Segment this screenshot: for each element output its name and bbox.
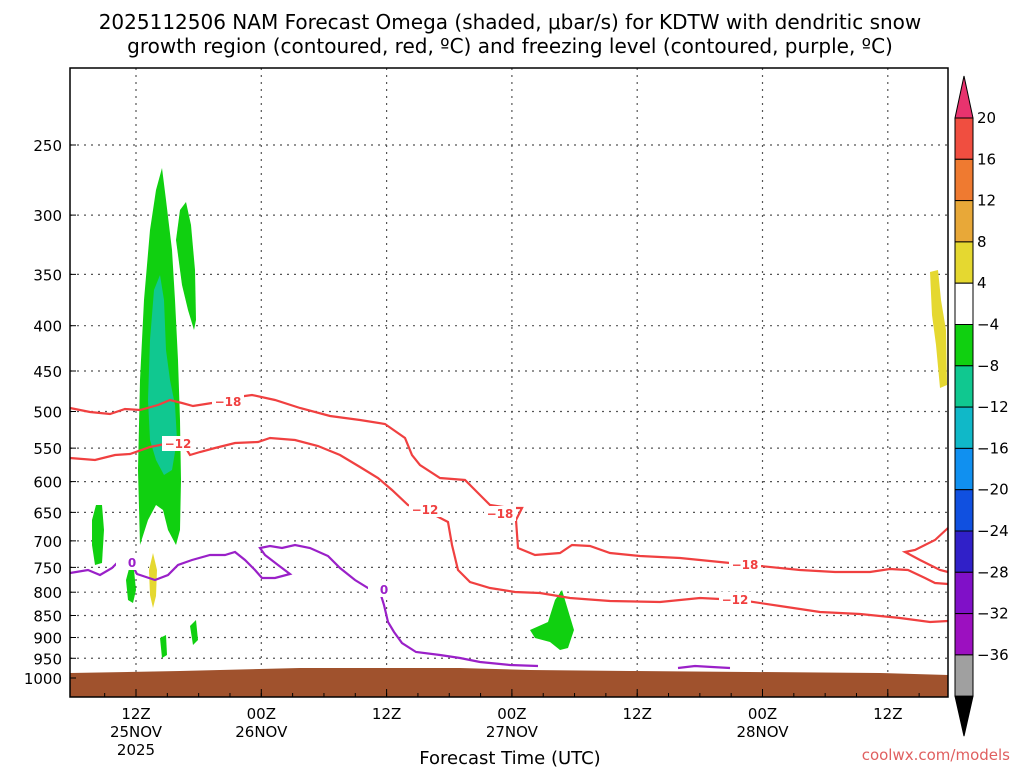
contour-label-bg xyxy=(409,502,441,517)
x-tick-date: 28NOV xyxy=(736,723,789,741)
freezing-contours xyxy=(69,543,731,670)
contour-zero-main xyxy=(69,543,539,668)
y-tick-label: 350 xyxy=(33,266,62,284)
contour-label-bg xyxy=(729,557,761,572)
contour-label-bg xyxy=(719,592,751,607)
omega-region-neg4-small1 xyxy=(92,505,104,565)
x-tick-time: 00Z xyxy=(748,705,777,723)
contour-label-bg xyxy=(162,436,194,451)
x-tick-time: 12Z xyxy=(121,705,150,723)
y-tick-label: 1000 xyxy=(24,670,62,688)
colorbar-label: 12 xyxy=(977,192,996,210)
colorbar-label: 8 xyxy=(977,233,987,251)
terrain-surface xyxy=(70,668,948,697)
contour-label: −12 xyxy=(165,437,192,451)
contour-label-bg xyxy=(116,555,148,570)
colorbar-label: −8 xyxy=(977,357,999,375)
contour-label: 0 xyxy=(380,583,388,597)
contour-label: −18 xyxy=(487,507,514,521)
colorbar-swatch xyxy=(954,282,974,326)
colorbar-swatch xyxy=(954,489,974,532)
y-tick-label: 300 xyxy=(33,207,62,225)
colorbar-label: 20 xyxy=(977,109,996,127)
colorbar-label: −28 xyxy=(977,563,1009,581)
x-tick-time: 12Z xyxy=(372,705,401,723)
colorbar-swatch xyxy=(954,613,974,656)
contour-label: −12 xyxy=(722,593,749,607)
contour-label: −12 xyxy=(412,503,439,517)
colorbar-swatch xyxy=(954,117,974,160)
colorbar-swatch xyxy=(954,200,974,243)
colorbar-label: −12 xyxy=(977,398,1009,416)
y-tick-label: 650 xyxy=(33,504,62,522)
omega-region-neg4-small2 xyxy=(126,565,136,603)
omega-region-neg4-small3 xyxy=(160,635,167,658)
colorbar-swatch xyxy=(954,365,974,408)
x-tick-time: 12Z xyxy=(623,705,652,723)
x-tick-time: 12Z xyxy=(873,705,902,723)
contour-minus18 xyxy=(69,393,949,586)
colorbar-label: −4 xyxy=(977,316,999,334)
y-tick-label: 500 xyxy=(33,404,62,422)
x-axis-label: Forecast Time (UTC) xyxy=(419,748,600,768)
colorbar-label: −32 xyxy=(977,605,1009,623)
y-tick-label: 750 xyxy=(33,559,62,577)
colorbar-swatch xyxy=(954,324,974,367)
colorbar-swatch xyxy=(954,158,974,202)
contour-labels: −18 −12 −12 −18 −18 −12 0 0 xyxy=(116,394,761,607)
contour-label-bg xyxy=(368,582,400,597)
x-tick-time: 00Z xyxy=(247,705,276,723)
colorbar-swatch xyxy=(954,447,974,491)
omega-region-neg4-right xyxy=(176,202,196,330)
colorbar-swatch xyxy=(954,530,974,573)
contour-zero-right xyxy=(677,664,731,670)
y-tick-label: 250 xyxy=(33,137,62,155)
omega-region-pos4-small xyxy=(149,553,157,608)
x-tick-time: 00Z xyxy=(497,705,526,723)
omega-region-neg4-27nov xyxy=(530,590,574,650)
x-tick-year: 2025 xyxy=(117,741,155,759)
y-tick-label: 400 xyxy=(33,318,62,336)
colorbar-label: 4 xyxy=(977,274,987,292)
contour-label: 0 xyxy=(128,556,136,570)
y-tick-label: 700 xyxy=(33,533,62,551)
omega-region-neg4-small4 xyxy=(190,620,198,645)
colorbar-label: −16 xyxy=(977,439,1009,457)
y-tick-label: 550 xyxy=(33,440,62,458)
colorbar-swatch xyxy=(954,654,974,697)
contour-label-bg xyxy=(484,506,516,521)
contour-label-bg xyxy=(212,394,244,409)
x-tick-date: 25NOV xyxy=(110,723,163,741)
omega-region-pos4-right xyxy=(930,270,947,388)
x-tick-date: 26NOV xyxy=(235,723,288,741)
colorbar-label: −24 xyxy=(977,522,1009,540)
x-tick-date: 27NOV xyxy=(486,723,539,741)
chart-title-line2: growth region (contoured, red, ºC) and f… xyxy=(127,34,893,58)
y-tick-label: 850 xyxy=(33,608,62,626)
credit-text: coolwx.com/models xyxy=(862,746,1010,764)
y-tick-label: 800 xyxy=(33,584,62,602)
colorbar-swatch xyxy=(954,406,974,449)
omega-region-neg8-core xyxy=(148,275,177,475)
y-axis: 250 300 350 400 450 500 550 600 650 700 750 800 850 9… xyxy=(24,137,76,688)
y-tick-label: 950 xyxy=(33,650,62,668)
contour-minus18-right xyxy=(901,527,949,574)
colorbar-swatch xyxy=(954,571,974,615)
chart-title-line1: 2025112506 NAM Forecast Omega (shaded, μ… xyxy=(99,10,922,34)
y-tick-label: 600 xyxy=(33,474,62,492)
plot-frame xyxy=(69,67,949,698)
colorbar-label: 16 xyxy=(977,150,996,168)
colorbar: 20 16 12 8 4 −4 −8 −12 −16 −20 −24 −28 −32 −36 xyxy=(954,75,1009,737)
contour-label: −18 xyxy=(215,395,242,409)
colorbar-label: −36 xyxy=(977,646,1009,664)
y-tick-label: 450 xyxy=(33,363,62,381)
colorbar-swatch xyxy=(954,241,974,284)
y-tick-label: 900 xyxy=(33,629,62,647)
colorbar-bottom-arrow xyxy=(954,695,974,737)
colorbar-label: −20 xyxy=(977,481,1009,499)
contour-label: −18 xyxy=(732,558,759,572)
